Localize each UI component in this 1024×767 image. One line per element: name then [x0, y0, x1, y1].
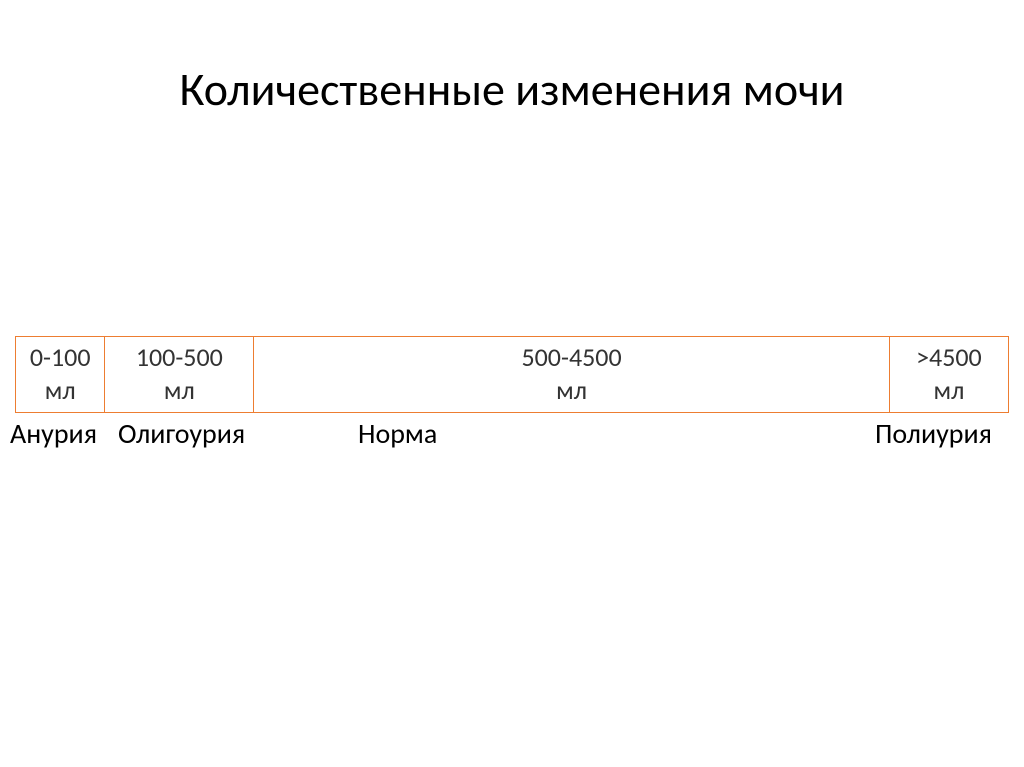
range-table-container: 0-100 мл 100-500 мл 500-4500 мл >4500 мл — [15, 336, 1009, 413]
range-cell-3: >4500 мл — [889, 337, 1008, 413]
range-unit: мл — [164, 374, 195, 406]
table-row: 0-100 мл 100-500 мл 500-4500 мл >4500 мл — [16, 337, 1009, 413]
range-value: 100-500 — [136, 341, 223, 373]
range-value: 500-4500 — [521, 341, 621, 373]
range-cell-1: 100-500 мл — [105, 337, 254, 413]
range-table: 0-100 мл 100-500 мл 500-4500 мл >4500 мл — [15, 336, 1009, 413]
label-norma: Норма — [358, 416, 437, 451]
range-cell-2: 500-4500 мл — [254, 337, 890, 413]
range-value: >4500 — [916, 341, 982, 373]
page-title: Количественные изменения мочи — [0, 62, 1024, 118]
range-unit: мл — [45, 374, 76, 406]
range-value: 0-100 — [30, 341, 91, 373]
label-oligouria: Олигоурия — [118, 416, 245, 451]
range-unit: мл — [933, 374, 964, 406]
label-polyuria: Полиурия — [875, 416, 992, 451]
label-anuria: Анурия — [10, 416, 97, 451]
range-cell-0: 0-100 мл — [16, 337, 105, 413]
slide: Количественные изменения мочи 0-100 мл 1… — [0, 0, 1024, 767]
range-unit: мл — [556, 374, 587, 406]
